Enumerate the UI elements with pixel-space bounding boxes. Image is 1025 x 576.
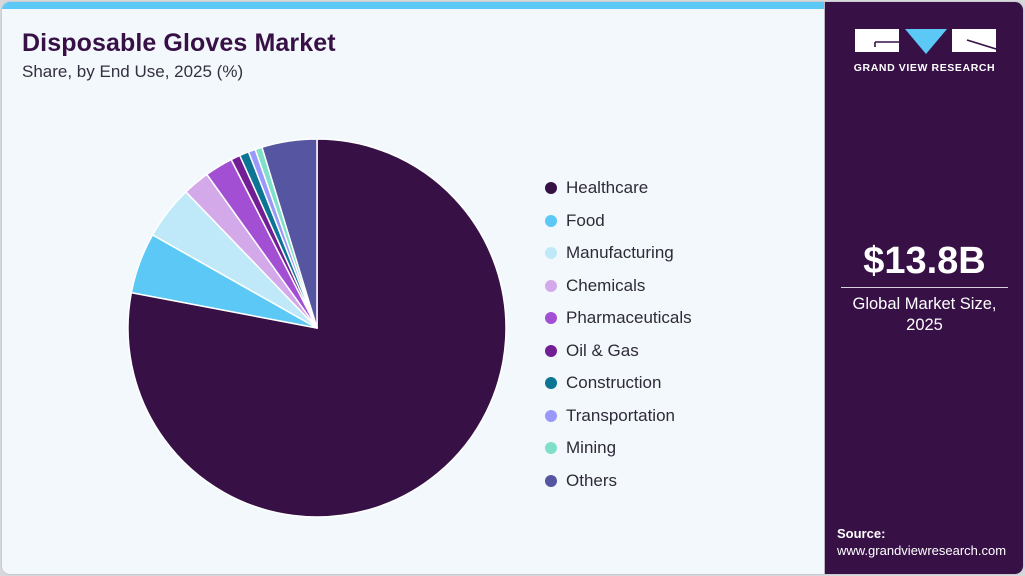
legend-dot-icon <box>545 312 557 325</box>
legend-label: Others <box>566 470 618 490</box>
pie-chart <box>127 138 507 518</box>
kpi-divider <box>841 287 1008 288</box>
chart-title: Disposable Gloves Market <box>22 29 336 57</box>
legend-item-others[interactable]: Others <box>545 465 692 498</box>
legend-item-chemicals[interactable]: Chemicals <box>545 270 692 303</box>
legend-item-manufacturing[interactable]: Manufacturing <box>545 237 692 270</box>
gvr-logo-icon <box>855 29 996 54</box>
pie-slice-others[interactable] <box>261 138 318 329</box>
legend-item-transportation[interactable]: Transportation <box>545 400 692 433</box>
market-size-value: $13.8B <box>863 240 986 282</box>
chart-subtitle: Share, by End Use, 2025 (%) <box>22 62 244 81</box>
legend-dot-icon <box>545 377 557 390</box>
legend-dot-icon <box>545 344 557 357</box>
legend-label: Pharmaceuticals <box>566 308 692 328</box>
legend-dot-icon <box>545 279 557 292</box>
legend-dot-icon <box>545 474 557 487</box>
brand-panel: GRAND VIEW RESEARCH $13.8B Global Market… <box>824 2 1023 574</box>
market-size-label-line2: 2025 <box>906 316 943 334</box>
legend-dot-icon <box>545 182 557 195</box>
legend-label: Healthcare <box>566 178 649 198</box>
legend-dot-icon <box>545 409 557 422</box>
legend-dot-icon <box>545 214 557 227</box>
legend-label: Oil & Gas <box>566 340 639 360</box>
market-size-label-line1: Global Market Size, <box>852 295 997 313</box>
accent-bar <box>2 2 824 9</box>
legend-label: Manufacturing <box>566 243 674 263</box>
legend-label: Transportation <box>566 405 675 425</box>
legend-item-healthcare[interactable]: Healthcare <box>545 172 692 205</box>
logo-text: GRAND VIEW RESEARCH <box>853 62 996 74</box>
legend-dot-icon <box>545 247 557 260</box>
chart-legend: Healthcare Food Manufacturing Chemicals Phar… <box>545 172 692 497</box>
legend-label: Mining <box>566 438 617 458</box>
legend-label: Food <box>566 210 605 230</box>
legend-dot-icon <box>545 442 557 455</box>
market-size-label: Global Market Size, 2025 <box>825 294 1023 336</box>
legend-item-food[interactable]: Food <box>545 205 692 238</box>
legend-item-mining[interactable]: Mining <box>545 432 692 465</box>
legend-item-oil-gas[interactable]: Oil & Gas <box>545 335 692 368</box>
legend-item-pharmaceuticals[interactable]: Pharmaceuticals <box>545 302 692 335</box>
legend-label: Construction <box>566 373 662 393</box>
legend-item-construction[interactable]: Construction <box>545 367 692 400</box>
source-label: Source: <box>837 526 886 541</box>
legend-label: Chemicals <box>566 275 646 295</box>
source-link[interactable]: www.grandviewresearch.com <box>837 543 1007 558</box>
